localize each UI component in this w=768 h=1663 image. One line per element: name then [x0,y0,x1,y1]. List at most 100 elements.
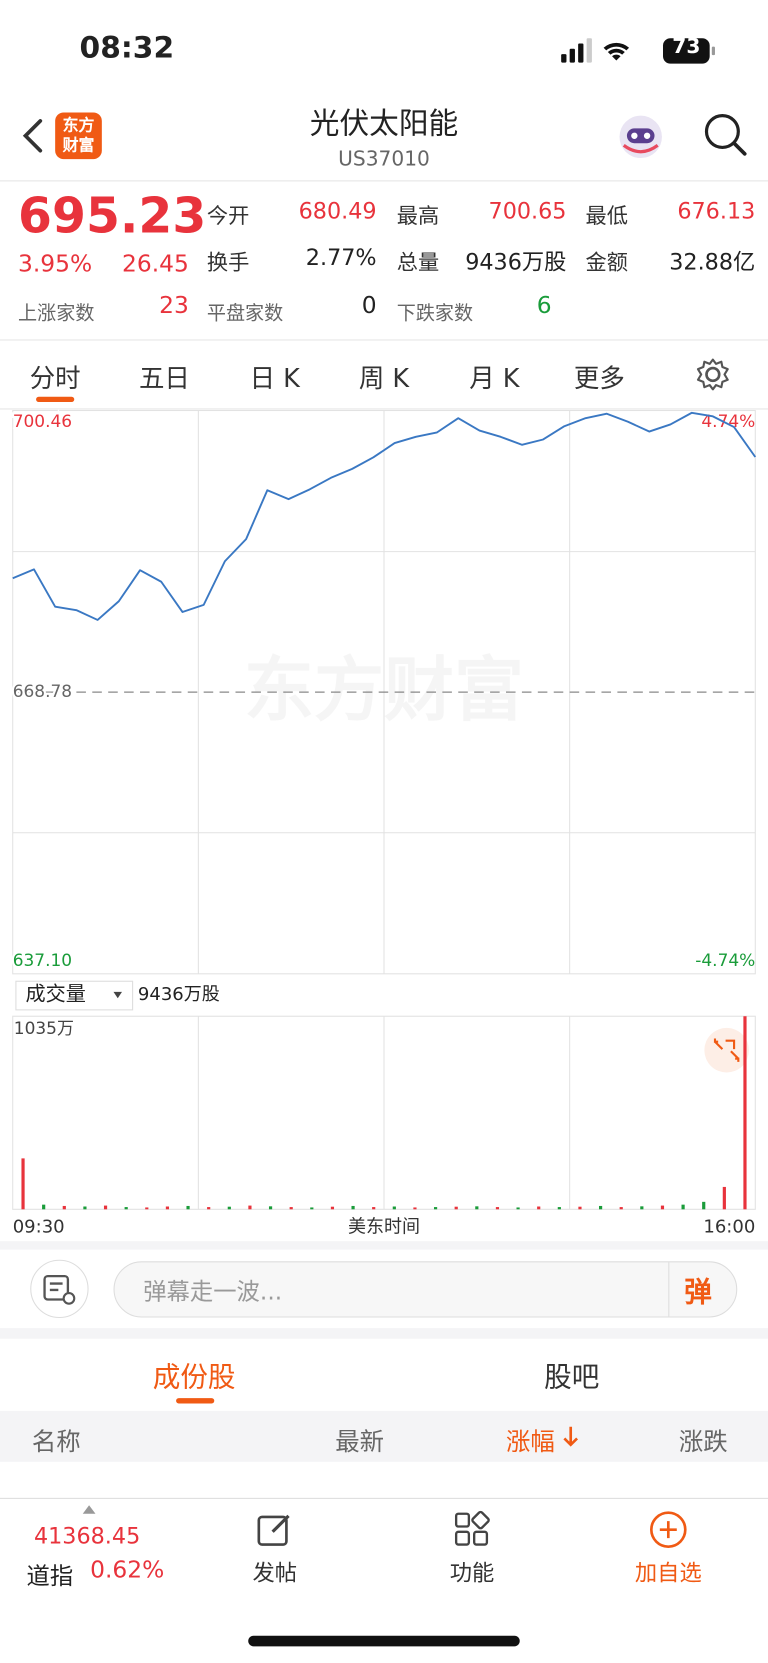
divider [668,1262,670,1317]
tab-indicator [36,396,75,403]
sub-tab-active[interactable]: 成份股 [152,1362,236,1394]
volume-bar [207,1207,211,1210]
index-name[interactable]: 道指 [26,1563,74,1591]
volume-bar [433,1207,438,1210]
expand-button[interactable] [704,1027,749,1073]
stat-value: 32.88亿 [669,249,756,275]
bottom-bar [0,1497,768,1663]
expand-icon [713,1038,740,1062]
tab[interactable]: 更多 [573,363,625,394]
app-logo[interactable]: 东方财富 [55,112,102,160]
volume-bar [413,1207,417,1210]
volume-bar [248,1205,252,1210]
sort-arrow [563,1426,579,1447]
price-line [12,411,757,621]
volume-bar [475,1206,479,1210]
volume-bar [557,1207,561,1210]
status-icons [561,38,715,64]
barrage-send[interactable]: 弹 [684,1277,712,1310]
volume-bar [21,1158,25,1210]
post-icon [257,1514,290,1546]
column-header[interactable]: 涨跌 [678,1428,728,1457]
x-tick-label: 16:00 [703,1216,755,1237]
stat-value: 680.49 [298,198,377,224]
volume-bar [289,1207,293,1210]
breadth-label: 上涨家数 [18,302,95,325]
volume-bar [124,1207,128,1210]
x-tick-label: 09:30 [13,1216,65,1237]
divider [0,408,768,410]
volume-bar [268,1206,273,1210]
separator [0,1328,768,1339]
sub-tab[interactable]: 股吧 [544,1362,600,1394]
separator [0,1241,768,1250]
x-axis-label: 美东时间 [348,1216,420,1237]
change-amount: 26.45 [122,251,189,278]
tab[interactable]: 日 K [249,363,300,394]
breadth-label: 平盘家数 [206,302,284,325]
volume-bar [640,1206,644,1210]
barrage-input[interactable] [113,1261,738,1318]
nav-item[interactable]: 发帖 [252,1560,298,1586]
table-header [0,1410,768,1462]
dropdown-arrow [113,991,122,999]
search-button[interactable] [702,111,749,158]
volume-bar [537,1206,541,1210]
volume-bar [660,1205,665,1210]
stat-value: 2.77% [305,245,377,271]
volume-bar [372,1207,376,1210]
y-tick-label: 700.46 [13,412,72,432]
volume-bar [495,1207,500,1210]
volume-bar [578,1206,582,1210]
nav-item[interactable]: 功能 [449,1560,495,1586]
back-button[interactable] [17,117,49,155]
volume-bar [702,1201,706,1210]
status-time: 08:32 [79,29,175,65]
volume-bar [42,1204,46,1210]
barrage-toggle[interactable] [30,1259,89,1319]
plot-frame [12,409,756,1210]
tab[interactable]: 分时 [29,363,81,394]
column-header[interactable]: 名称 [31,1428,81,1457]
stat-label: 最低 [585,202,628,229]
stat-value: 700.65 [488,198,567,224]
volume-bar [722,1186,726,1210]
y-tick-label: 637.10 [13,951,72,971]
volume-bar [516,1207,520,1210]
y-tick-label: 1035万 [14,1019,74,1039]
column-header[interactable]: 涨幅 [506,1428,555,1457]
change-percent: 3.95% [18,251,93,278]
volume-bar [186,1205,190,1210]
volume-bar [103,1205,108,1210]
stock-code: US37010 [338,147,430,171]
sub-tab-indicator [176,1398,215,1404]
y2-tick-label: -4.74% [695,951,755,971]
volume-bar [351,1205,355,1210]
tab[interactable]: 五日 [138,363,190,394]
indicator-select[interactable] [15,980,134,1011]
volume-bar [165,1206,170,1210]
page-title: 光伏太阳能 [309,106,459,142]
settings-button[interactable] [696,357,730,391]
last-price: 695.23 [18,186,207,244]
y-tick-label: 668.78 [13,682,72,702]
assistant-avatar[interactable] [617,114,664,161]
stat-label: 最高 [396,202,440,229]
stat-label: 总量 [396,249,440,275]
volume-bar [392,1206,396,1210]
tab[interactable]: 月 K [469,363,520,394]
up-marker [82,1505,96,1514]
breadth-value: 6 [536,292,552,320]
index-change[interactable]: 0.62% [90,1557,165,1584]
index-value[interactable]: 41368.45 [33,1523,141,1549]
breadth-value: 0 [361,292,377,320]
column-header[interactable]: 最新 [335,1428,385,1457]
tab[interactable]: 周 K [358,363,410,394]
nav-item[interactable]: 加自选 [634,1560,702,1586]
stat-label: 今开 [206,202,250,229]
divider [0,180,768,182]
volume-bar [145,1207,149,1210]
indicator-total: 9436万股 [138,984,220,1005]
